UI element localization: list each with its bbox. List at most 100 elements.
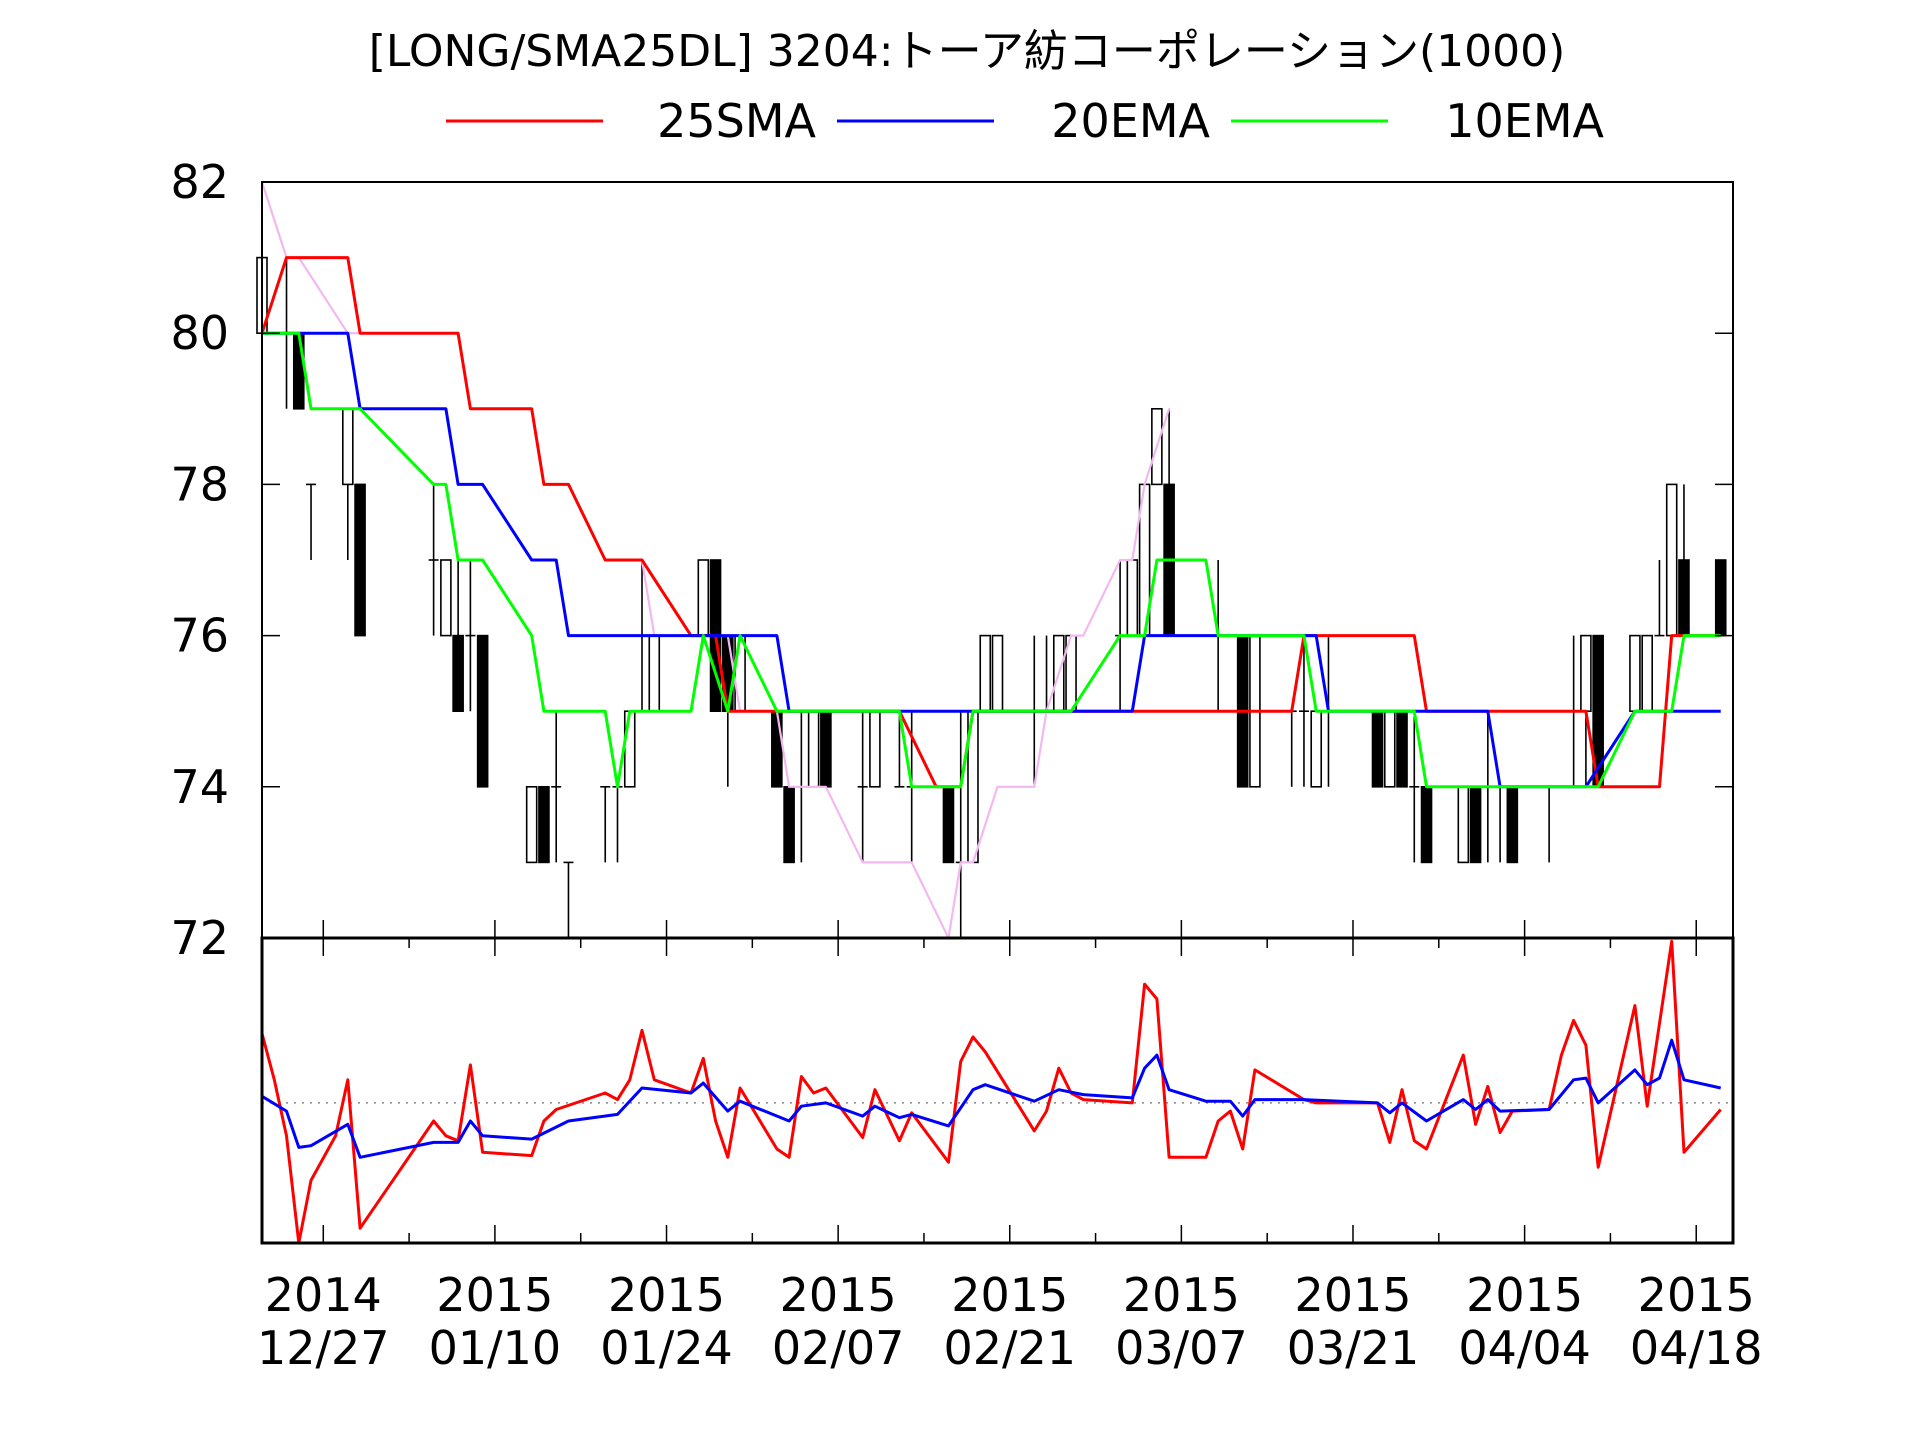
candle-body-down — [820, 710, 832, 788]
x-tick-label-date: 04/18 — [1630, 1321, 1763, 1375]
legend: 25SMA 20EMA 10EMA — [446, 94, 1605, 148]
y-tick-label: 82 — [170, 155, 229, 209]
candle-body-down — [476, 634, 489, 788]
candle — [734, 634, 746, 712]
candle-body-up — [648, 634, 661, 712]
candle — [1298, 635, 1309, 787]
legend-label-25sma: 25SMA — [657, 94, 816, 148]
candle — [452, 560, 464, 712]
candle — [342, 407, 354, 560]
candle — [1457, 785, 1470, 864]
candle — [1714, 559, 1727, 637]
candle-body-down — [1396, 710, 1408, 788]
candle — [857, 711, 868, 863]
candle — [1310, 710, 1323, 788]
indicator-line-1 — [260, 939, 1722, 1245]
candle — [538, 785, 550, 864]
candle — [525, 785, 538, 864]
x-tick-label-date: 03/07 — [1115, 1321, 1248, 1375]
candle — [807, 710, 820, 788]
candle-body-up — [734, 634, 746, 712]
candle-body-up — [869, 710, 881, 788]
candle-body-up — [623, 710, 636, 788]
candle — [894, 711, 905, 788]
indicator-panel-frame — [260, 936, 1735, 1245]
x-tick-label-year: 2015 — [1466, 1268, 1583, 1322]
candle-body-up — [1457, 785, 1470, 864]
candle — [440, 559, 452, 637]
candle-body-up — [1665, 483, 1678, 637]
x-tick-label-date: 02/07 — [772, 1321, 905, 1375]
candle — [1163, 408, 1175, 637]
x-tick-label-date: 12/27 — [257, 1321, 390, 1375]
candle — [600, 785, 611, 863]
candle — [1126, 559, 1139, 637]
x-tick-label-year: 2015 — [1638, 1268, 1755, 1322]
indicator-line-2 — [261, 1038, 1722, 1159]
x-tick-label-year: 2015 — [780, 1268, 897, 1322]
candle — [1383, 710, 1396, 788]
candle-body-down — [538, 785, 550, 864]
candle-body-up — [1629, 634, 1641, 712]
legend-label-10ema: 10EMA — [1445, 94, 1604, 148]
candle-body-up — [1126, 559, 1139, 637]
candle-body-up — [697, 559, 710, 637]
candle — [1469, 785, 1482, 864]
candle — [1286, 710, 1297, 787]
x-tick-label-date: 01/24 — [600, 1321, 733, 1375]
candle — [612, 785, 623, 863]
candle-body-down — [1371, 710, 1384, 788]
x-tick-label-date: 03/21 — [1287, 1321, 1420, 1375]
candle-body-down — [1714, 559, 1727, 637]
candle-body-down — [452, 634, 464, 712]
candle-body-up — [1310, 710, 1323, 788]
x-tick-label-year: 2015 — [436, 1268, 553, 1322]
candle — [1641, 634, 1653, 712]
candle — [551, 711, 562, 863]
y-tick-label: 74 — [170, 760, 229, 814]
candle — [1420, 785, 1433, 864]
candle-body-down — [1506, 785, 1519, 864]
candle — [869, 710, 881, 788]
candle — [1506, 785, 1519, 864]
candle — [955, 711, 966, 938]
candle — [783, 785, 795, 864]
candle — [1544, 785, 1555, 863]
candle-body-up — [1383, 710, 1396, 788]
x-tick-label-date: 02/21 — [943, 1321, 1076, 1375]
price-panel — [256, 181, 1727, 940]
candle — [697, 559, 710, 637]
candle-body-down — [942, 785, 955, 864]
candle — [563, 861, 574, 938]
candle-body-down — [292, 332, 305, 410]
candle — [306, 483, 317, 560]
x-tick-label-year: 2014 — [265, 1268, 382, 1322]
candle — [991, 634, 1004, 712]
candle — [1654, 560, 1665, 637]
x-tick-label-date: 04/04 — [1458, 1321, 1591, 1375]
candle — [1371, 710, 1384, 788]
y-tick-label: 80 — [170, 306, 229, 360]
candle — [1409, 711, 1420, 863]
candle — [648, 634, 661, 712]
series-line-10ema — [262, 331, 1721, 789]
candle-body-down — [783, 785, 795, 864]
candle-body-up — [525, 785, 538, 864]
x-tick-label-year: 2015 — [951, 1268, 1068, 1322]
candle-body-up — [342, 407, 354, 486]
candle — [1396, 710, 1408, 788]
candle — [942, 785, 955, 864]
candle-body-up — [440, 559, 452, 637]
x-tick-label-year: 2015 — [608, 1268, 725, 1322]
candle — [476, 634, 489, 788]
candle — [428, 484, 439, 636]
candle-body-down — [1678, 559, 1690, 637]
candle-body-down — [1420, 785, 1433, 864]
candle — [1629, 634, 1641, 712]
x-tick-label-year: 2015 — [1123, 1268, 1240, 1322]
x-tick-label-year: 2015 — [1294, 1268, 1411, 1322]
candle — [1678, 484, 1690, 637]
y-tick-label: 72 — [170, 911, 229, 965]
candle — [979, 634, 992, 712]
